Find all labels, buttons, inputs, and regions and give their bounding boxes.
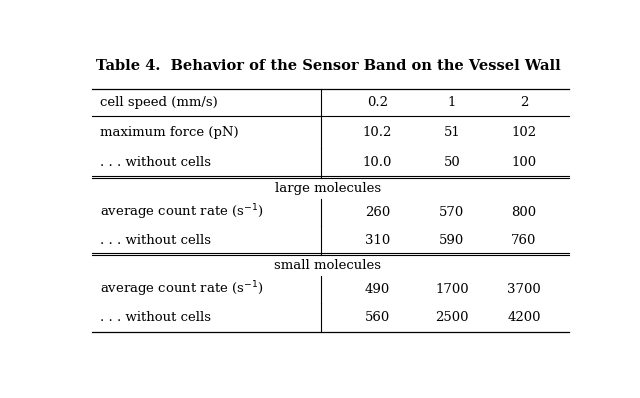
Text: Table 4.  Behavior of the Sensor Band on the Vessel Wall: Table 4. Behavior of the Sensor Band on … bbox=[95, 59, 561, 73]
Text: . . . without cells: . . . without cells bbox=[100, 156, 211, 170]
Text: . . . without cells: . . . without cells bbox=[100, 311, 211, 324]
Text: 50: 50 bbox=[444, 156, 460, 170]
Text: 10.0: 10.0 bbox=[363, 156, 392, 170]
Text: cell speed (mm/s): cell speed (mm/s) bbox=[100, 96, 218, 109]
Text: 102: 102 bbox=[511, 126, 536, 139]
Text: average count rate (s$^{-1}$): average count rate (s$^{-1}$) bbox=[100, 279, 264, 299]
Text: 4200: 4200 bbox=[507, 311, 541, 324]
Text: 0.2: 0.2 bbox=[367, 96, 388, 109]
Text: 310: 310 bbox=[365, 234, 390, 247]
Text: large molecules: large molecules bbox=[275, 181, 381, 195]
Text: 570: 570 bbox=[440, 205, 465, 219]
Text: 100: 100 bbox=[511, 156, 536, 170]
Text: 1: 1 bbox=[448, 96, 456, 109]
Text: 51: 51 bbox=[444, 126, 460, 139]
Text: small molecules: small molecules bbox=[275, 259, 381, 272]
Text: 2: 2 bbox=[520, 96, 528, 109]
Text: 2500: 2500 bbox=[435, 311, 468, 324]
Text: 490: 490 bbox=[365, 283, 390, 296]
Text: 590: 590 bbox=[440, 234, 465, 247]
Text: 560: 560 bbox=[365, 311, 390, 324]
Text: 760: 760 bbox=[511, 234, 536, 247]
Text: 260: 260 bbox=[365, 205, 390, 219]
Text: 3700: 3700 bbox=[507, 283, 541, 296]
Text: 10.2: 10.2 bbox=[363, 126, 392, 139]
Text: maximum force (pN): maximum force (pN) bbox=[100, 126, 239, 139]
Text: 1700: 1700 bbox=[435, 283, 469, 296]
Text: . . . without cells: . . . without cells bbox=[100, 234, 211, 247]
Text: 800: 800 bbox=[511, 205, 536, 219]
Text: average count rate (s$^{-1}$): average count rate (s$^{-1}$) bbox=[100, 202, 264, 222]
